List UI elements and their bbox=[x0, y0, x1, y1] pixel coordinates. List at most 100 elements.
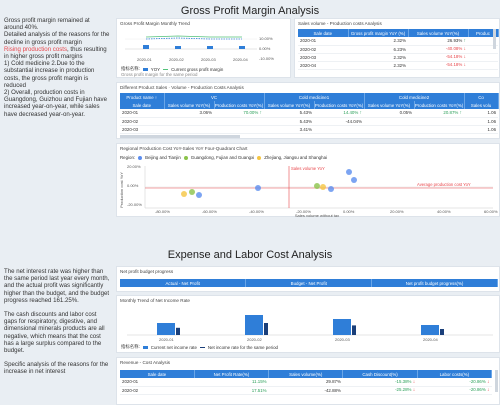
expense-para-3: Specific analysis of the reasons for the… bbox=[4, 361, 109, 376]
ni-x-tick-2020-01: 2020-01 bbox=[159, 337, 174, 342]
col-actual-net-profit[interactable]: Actual - Net Profit bbox=[120, 279, 247, 287]
cell-cm1-sales: 3.41% bbox=[264, 125, 315, 134]
product-sales-title: Different Product Sales · Volume - Produ… bbox=[120, 85, 244, 90]
gross-margin-trend-title: Gross Profit Margin Monthly Trend bbox=[120, 21, 190, 26]
table-row[interactable]: 2020-02 6.23% -40.08% ↓ bbox=[298, 45, 498, 54]
gross-margin-trend-legend: 指标名称: YOY Current gross profit margin bbox=[121, 66, 224, 72]
scatter-points bbox=[181, 169, 357, 198]
y-tick-0: 0.00% bbox=[259, 46, 271, 51]
cell-sale-date: 2020-04 bbox=[298, 61, 348, 70]
legend-dot-zhejiang bbox=[257, 155, 262, 160]
rc-col-labor-costs[interactable]: Labor costs(%) bbox=[417, 370, 493, 378]
sub-cm2-cost[interactable]: Production costs YoY(%) bbox=[414, 101, 465, 109]
quadrant-chart: Production cost YoY 20.00% 0.00% -20.00%… bbox=[119, 164, 498, 218]
rc-col-sale-date[interactable]: Sale date bbox=[120, 370, 195, 378]
sub-cm2-sales[interactable]: Sales volume YoY(%) bbox=[364, 101, 415, 109]
analysis-para-1: Gross profit margin remained at around 4… bbox=[4, 17, 90, 32]
point-beijing-4 bbox=[346, 169, 352, 175]
point-zhejiang-1 bbox=[181, 191, 187, 197]
col-budget-net-profit[interactable]: Budget - Net Profit bbox=[245, 279, 373, 287]
cell-sale-date: 2020-01 bbox=[120, 378, 195, 387]
point-guangdong-1 bbox=[189, 189, 195, 195]
sub-cut[interactable]: Sales volu bbox=[464, 101, 499, 109]
revenue-cost-title: Revenue - Cost Analysis bbox=[120, 360, 171, 365]
same-period-margin-line bbox=[145, 37, 242, 40]
rc-col-cash-discount[interactable]: Cash Discount(%) bbox=[342, 370, 418, 378]
point-beijing-3 bbox=[328, 186, 334, 192]
cell-cm2-cost bbox=[414, 125, 465, 134]
cell-gross-margin-yoy: 6.23% bbox=[348, 45, 408, 54]
table-row[interactable]: 2020-01 2.32% 26.93% ↑ bbox=[298, 37, 498, 46]
x-tick-label: 20.00% bbox=[390, 209, 404, 214]
volume-cost-scrollbar[interactable] bbox=[493, 29, 496, 49]
revenue-cost-scrollbar[interactable] bbox=[495, 370, 498, 392]
cell-cut: 1.06 bbox=[464, 109, 499, 118]
group-cut[interactable]: Co bbox=[464, 93, 499, 101]
rc-col-net-profit-rate[interactable]: Net Profit Rate(%) bbox=[194, 370, 270, 378]
legend-dot-beijing bbox=[138, 155, 143, 160]
quadrant-x-ticks: -80.00% -60.00% -40.00% -20.00% 0.00% 20.00% 4… bbox=[155, 209, 498, 214]
cell-cm1-sales: 5.43% bbox=[264, 109, 315, 118]
legend-zhejiang[interactable]: Zhejiang, Jiangsu and Shanghai bbox=[264, 155, 327, 160]
cell-sales-volume-yoy: -40.08% ↓ bbox=[408, 45, 468, 54]
sub-cm1-cost[interactable]: Production costs YoY(%) bbox=[314, 101, 365, 109]
net-income-bar bbox=[157, 323, 175, 335]
cell-cut: 1.06 bbox=[464, 125, 499, 134]
h-line-label: Average production cost YoY bbox=[417, 182, 471, 187]
expense-analysis-text: The net interest rate was higher than th… bbox=[4, 268, 110, 376]
col-production-cost[interactable]: Produc bbox=[468, 29, 499, 37]
gross-profit-section-title: Gross Profit Margin Analysis bbox=[180, 5, 320, 17]
cell-production-cost bbox=[468, 45, 498, 54]
col-sales-volume-yoy[interactable]: Sales volume YoY(%) bbox=[408, 29, 469, 37]
cell-cm1-sales: 5.43% bbox=[264, 117, 315, 126]
y-tick-minus10: -10.00% bbox=[259, 56, 274, 61]
cell-cm1-cost: 14.40% ↑ bbox=[314, 109, 365, 118]
y-tick-minus20: -20.00% bbox=[127, 202, 142, 207]
table-row[interactable]: 2020-04 2.32% -54.18% ↓ bbox=[298, 61, 498, 70]
col-gross-margin-yoy[interactable]: Gross profit margin YoY (%) bbox=[348, 29, 409, 37]
point-zhejiang-2 bbox=[320, 184, 326, 190]
budget-title: Net profit budget progress bbox=[120, 269, 174, 274]
point-beijing-2 bbox=[255, 185, 261, 191]
sub-sale-date[interactable]: Sale date bbox=[120, 101, 165, 109]
table-row[interactable]: 2020-02 5.43% -44.04% 1.06 bbox=[120, 117, 499, 126]
table-row[interactable]: 2020-01 3.06% 70.00% ↑ 5.43% 14.40% ↑ 0.05% 20… bbox=[120, 109, 499, 118]
sub-vc-cost[interactable]: Production costs YoY(%) bbox=[214, 101, 265, 109]
sub-vc-sales[interactable]: Sales volume YoY(%) bbox=[164, 101, 215, 109]
arrow-down-icon: ↓ bbox=[487, 378, 490, 385]
col-sale-date[interactable]: Sale date bbox=[298, 29, 349, 37]
table-row[interactable]: 2020-02 17.51% -42.88% -25.28% ↓ -20.86% ↓ bbox=[120, 386, 492, 395]
net-income-legend: 指标名称: Current net income rate Net income… bbox=[121, 344, 278, 350]
cell-cm2-sales bbox=[364, 117, 415, 126]
arrow-down-icon: ↓ bbox=[412, 387, 416, 393]
product-sales-h-scrollbar[interactable] bbox=[120, 135, 240, 138]
group-cold-medicine1[interactable]: Cold medicine1 bbox=[264, 93, 365, 101]
col-budget-progress[interactable]: Net profit budget progress(%) bbox=[371, 279, 498, 287]
group-cold-medicine2[interactable]: Cold medicine2 bbox=[364, 93, 465, 101]
rc-col-sales-volume[interactable]: Sales volume(%) bbox=[268, 370, 344, 378]
x-tick-label: -40.00% bbox=[249, 209, 264, 214]
group-product-name[interactable]: Product name ↑ bbox=[120, 93, 165, 101]
table-row[interactable]: 2020-03 3.41% 1.06 bbox=[120, 125, 499, 134]
analysis-para-2: Detailed analysis of the reasons for the… bbox=[4, 31, 110, 46]
x-tick-2020-01: 2020-01 bbox=[137, 57, 152, 62]
gross-margin-trend-chart: 10.00% 0.00% -10.00% 2020-01 2020-02 202… bbox=[125, 35, 274, 62]
legend-beijing[interactable]: Beijing and Tianjin bbox=[145, 155, 181, 160]
table-row[interactable]: 2020-01 11.15% 29.87% -15.38% ↓ -20.86% ↓ bbox=[120, 378, 492, 387]
net-income-bar bbox=[421, 325, 439, 335]
volume-cost-table: Sale date Gross profit margin YoY (%) Sa… bbox=[298, 29, 499, 70]
yoy-bars bbox=[143, 45, 245, 49]
sub-cm1-sales[interactable]: Sales volume YoY(%) bbox=[264, 101, 315, 109]
x-tick-label: 60.00% bbox=[484, 209, 498, 214]
net-income-same-period-bar bbox=[176, 327, 180, 335]
table-row[interactable]: 2020-03 2.32% -54.18% ↓ bbox=[298, 53, 498, 62]
legend-guangdong[interactable]: Guangdong, Fujian and Guangxi bbox=[190, 155, 255, 160]
group-vc[interactable]: VC bbox=[164, 93, 265, 101]
current-net-income-swatch bbox=[142, 345, 148, 349]
cell-sales-volume-yoy: -54.18% ↓ bbox=[408, 53, 468, 62]
volume-cost-panel: Sales volume - Production costs Analysis… bbox=[294, 18, 500, 78]
cell-cut: 1.06 bbox=[464, 117, 499, 126]
product-sales-table: Product name ↑ VC Cold medicine1 Cold me… bbox=[120, 93, 499, 134]
expense-para-1: The net interest rate was higher than th… bbox=[4, 268, 110, 304]
net-income-bar bbox=[333, 319, 351, 335]
